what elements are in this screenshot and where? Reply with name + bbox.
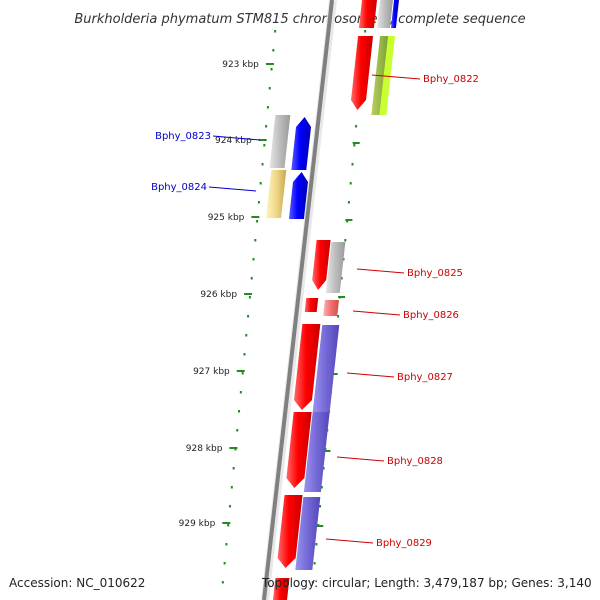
gene-arrow-bphy-0827 xyxy=(294,324,321,410)
kbp-label: 928 kbp xyxy=(186,444,223,454)
label-leader-line xyxy=(208,186,257,192)
gene-label-bphy-0828[interactable]: Bphy_0828 xyxy=(387,456,443,467)
feature-block xyxy=(376,0,393,28)
label-leader-line xyxy=(356,268,405,274)
label-leader-line xyxy=(352,310,401,316)
label-leader-line xyxy=(336,456,385,462)
kbp-label: 927 kbp xyxy=(193,367,230,377)
chromosome-backbone-line xyxy=(262,0,334,600)
gene-arrow-partial xyxy=(358,0,377,28)
kbp-label: 925 kbp xyxy=(208,213,245,223)
gene-features xyxy=(266,0,399,600)
gene-arrow-partial xyxy=(273,578,290,600)
gene-arrow-bphy-0824 xyxy=(288,172,308,219)
gene-label-bphy-0826[interactable]: Bphy_0826 xyxy=(403,310,459,321)
label-leader-line xyxy=(346,372,395,378)
gene-labels: Bphy_0822 Bphy_0823 Bphy_0824 Bphy_0825 Bphy… xyxy=(151,74,479,549)
kbp-label: 929 kbp xyxy=(179,519,216,529)
gene-label-bphy-0827[interactable]: Bphy_0827 xyxy=(397,372,453,383)
gene-label-bphy-0824[interactable]: Bphy_0824 xyxy=(151,182,207,193)
feature-block xyxy=(379,36,396,115)
gene-arrow-bphy-0828 xyxy=(286,412,312,488)
kbp-label: 926 kbp xyxy=(200,290,237,300)
feature-block xyxy=(269,115,291,168)
label-leader-line xyxy=(212,135,261,141)
feature-block xyxy=(295,497,321,570)
feature-block xyxy=(323,300,339,316)
gene-arrow-bphy-0829 xyxy=(277,495,303,568)
topology-label: Topology: circular; Length: 3,479,187 bp… xyxy=(262,576,592,590)
feature-block xyxy=(266,170,287,218)
kbp-ticks: 923 kbp 924 kbp 925 kbp 926 kbp 927 kbp 928 k… xyxy=(179,60,367,529)
label-leader-line xyxy=(371,74,421,80)
label-leader-line xyxy=(325,538,374,544)
gene-label-bphy-0822[interactable]: Bphy_0822 xyxy=(423,74,479,85)
kbp-label: 923 kbp xyxy=(222,60,259,70)
gene-label-bphy-0825[interactable]: Bphy_0825 xyxy=(407,268,463,279)
accession-label: Accession: NC_010622 xyxy=(9,576,146,590)
feature-block xyxy=(303,412,330,492)
map-title: Burkholderia phymatum STM815 chromosome … xyxy=(74,12,525,27)
feature-block xyxy=(312,325,340,412)
feature-block xyxy=(325,242,346,293)
gene-label-bphy-0823[interactable]: Bphy_0823 xyxy=(155,131,211,142)
gene-arrow-bphy-0826 xyxy=(304,298,319,312)
gene-arrow-bphy-0825 xyxy=(312,240,331,290)
gene-label-bphy-0829[interactable]: Bphy_0829 xyxy=(376,538,432,549)
gene-arrow-bphy-0823 xyxy=(291,117,312,170)
kbp-label: 924 kbp xyxy=(215,136,252,146)
feature-block xyxy=(390,0,399,28)
gene-arrow-bphy-0822 xyxy=(351,36,374,110)
